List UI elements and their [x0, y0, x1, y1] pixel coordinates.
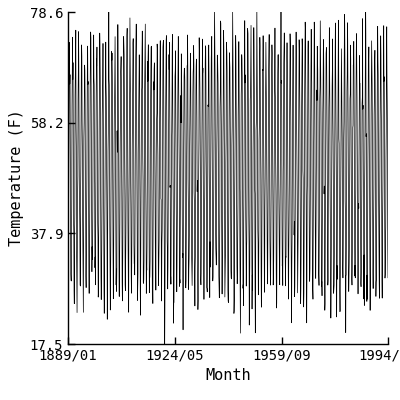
Y-axis label: Temperature (F): Temperature (F) [9, 110, 24, 246]
X-axis label: Month: Month [205, 368, 251, 384]
